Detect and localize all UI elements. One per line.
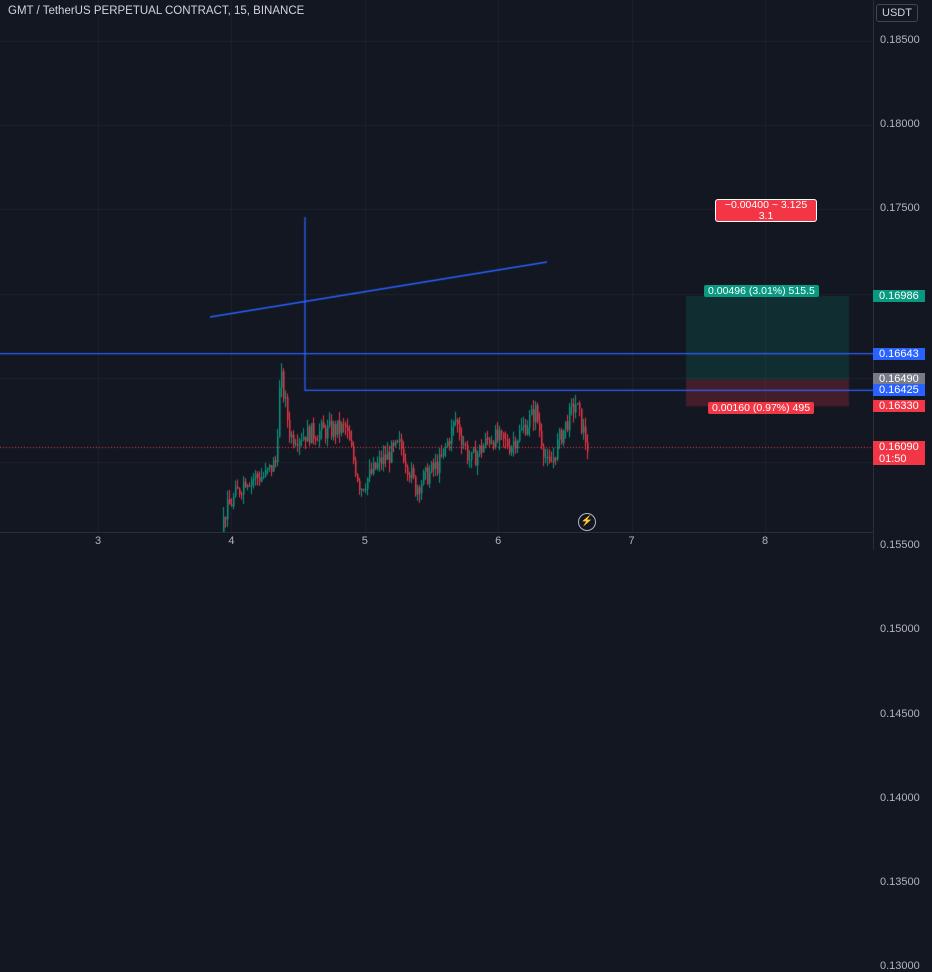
time-tick: 4 — [228, 535, 235, 547]
time-axis-separator — [0, 532, 873, 533]
target-label: 0.00496 (3.01%) 515.5 — [704, 284, 819, 297]
price-tick: 0.15500 — [880, 539, 920, 552]
currency-button[interactable]: USDT — [876, 4, 918, 22]
stop-label: 0.00160 (0.97%) 495 — [708, 402, 815, 415]
time-tick: 8 — [761, 535, 769, 547]
price-tick: 0.13000 — [880, 960, 920, 972]
position-center-label[interactable]: −0.00400 ~ 3.125 3.1 — [715, 199, 817, 222]
price-label: 0.16425 — [873, 384, 925, 397]
time-tick: 6 — [495, 535, 502, 547]
price-chart[interactable] — [0, 0, 873, 532]
price-tick: 0.18500 — [880, 34, 920, 46]
price-tick: 0.13500 — [880, 876, 920, 888]
price-label: 0.16986 — [873, 289, 925, 302]
price-tick: 0.18000 — [880, 118, 920, 131]
price-tick: 0.17500 — [880, 202, 920, 215]
position-center-line1: −0.00400 ~ 3.125 — [724, 199, 808, 211]
price-tick: 0.15000 — [880, 623, 920, 636]
flash-icon[interactable]: ⚡ — [578, 513, 596, 531]
price-tick: 0.14500 — [880, 707, 920, 720]
price-tick: 0.14000 — [880, 791, 920, 804]
price-label: 0.16090 01:50 — [873, 440, 925, 465]
symbol-title: GMT / TetherUS PERPETUAL CONTRACT, 15, B… — [8, 5, 305, 17]
bar-countdown: 01:50 — [879, 452, 907, 465]
time-tick: 7 — [628, 535, 635, 547]
time-tick: 3 — [94, 535, 102, 547]
price-label: 0.16330 — [873, 400, 925, 413]
position-center-line2: 3.1 — [758, 210, 774, 222]
time-tick: 5 — [361, 535, 368, 547]
price-label: 0.16643 — [873, 347, 925, 360]
price-label: 0.16490 — [873, 373, 925, 386]
price-axis-separator — [873, 0, 874, 550]
